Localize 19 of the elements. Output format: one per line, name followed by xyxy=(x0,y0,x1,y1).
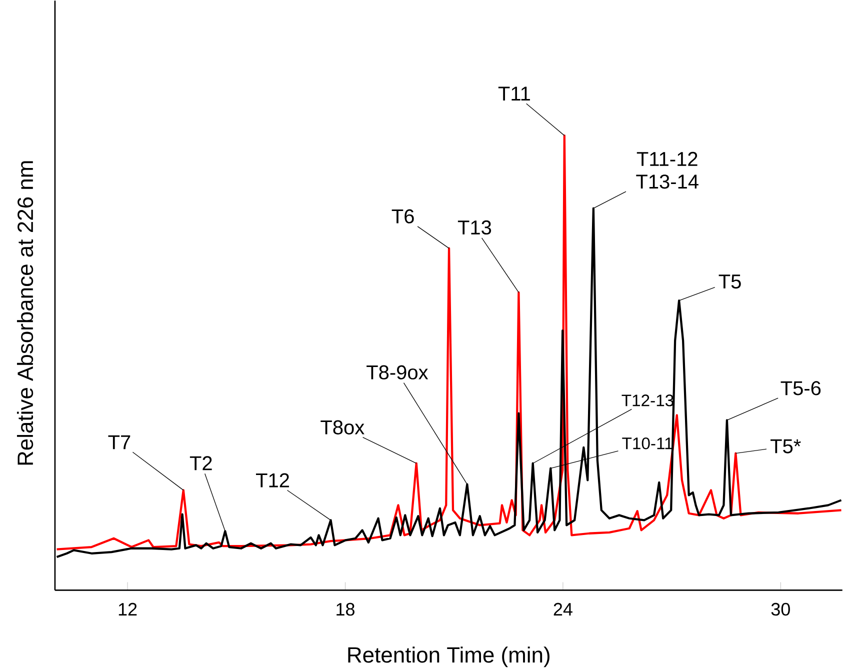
annotation: T5-6 xyxy=(780,381,821,396)
annotation: T8-9ox xyxy=(366,365,428,380)
x-tick-label: 24 xyxy=(554,602,572,616)
y-axis-title: Relative Absorbance at 226 nm xyxy=(16,161,34,465)
annotation: T11-12 T13-14 xyxy=(636,152,698,189)
annotation: T10-11 xyxy=(622,437,672,450)
annotation: T12 xyxy=(256,473,289,488)
x-axis-title: Retention Time (min) xyxy=(348,646,550,667)
annotation: T13 xyxy=(458,220,492,234)
annotation: T8ox xyxy=(320,420,364,434)
annotation: T2 xyxy=(190,456,212,470)
annotation: T5* xyxy=(770,439,801,454)
annotation: T7 xyxy=(108,435,130,450)
x-tick-label: 12 xyxy=(118,602,137,616)
annotation: T5 xyxy=(718,274,741,289)
annotation: T6 xyxy=(392,209,414,224)
annotation: T11 xyxy=(498,86,530,100)
x-tick-label: 18 xyxy=(336,602,354,616)
x-tick-label: 30 xyxy=(771,602,790,616)
